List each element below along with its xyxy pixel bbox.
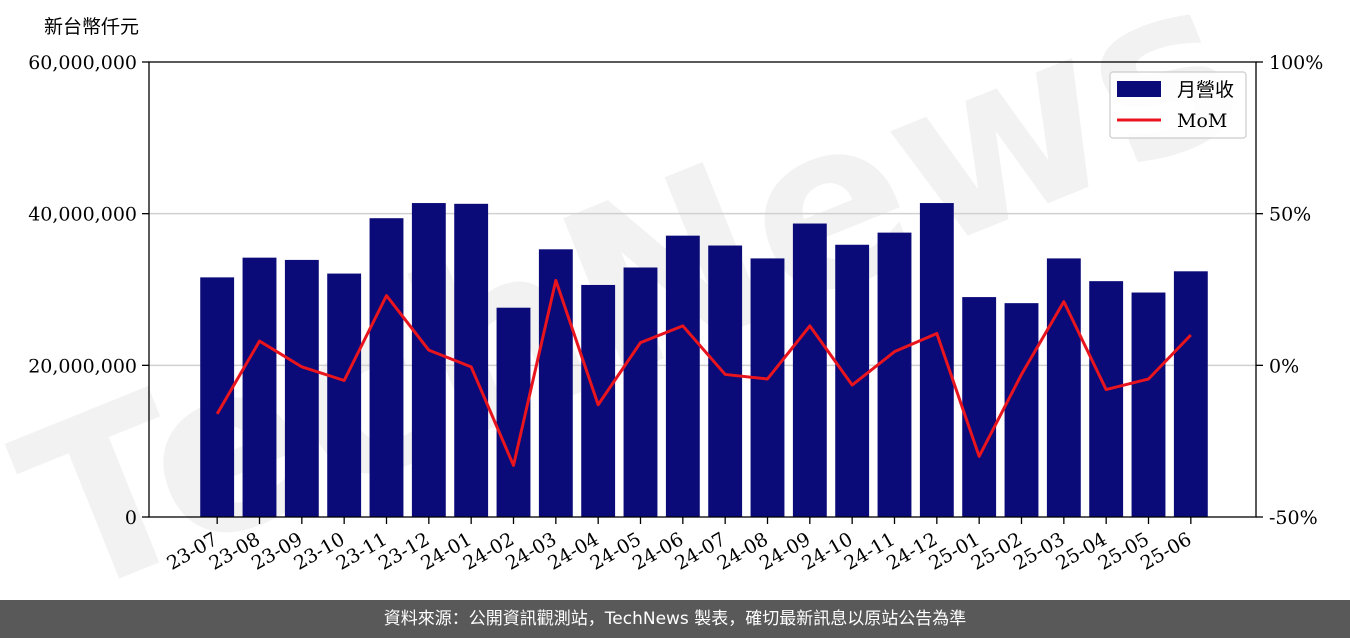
y-right-tick-label: 100% [1269, 52, 1323, 74]
y-right-tick-label: 50% [1269, 204, 1311, 226]
legend: 月營收 MoM [1109, 71, 1247, 139]
bar-23-07 [200, 277, 235, 517]
bar-23-09 [284, 259, 319, 517]
bar-24-07 [708, 245, 743, 517]
bar-25-03 [1046, 258, 1081, 517]
bar-23-11 [369, 218, 404, 517]
bar-24-03 [538, 249, 573, 517]
y-left-tick-label: 0 [125, 507, 137, 529]
y-right-tick-label: 0% [1269, 355, 1299, 377]
mom-line [215, 278, 1192, 467]
bar-23-08 [242, 257, 277, 517]
legend-swatch-revenue [1117, 81, 1161, 97]
bar-23-10 [327, 273, 362, 517]
y-unit-label: 新台幣仟元 [44, 16, 139, 38]
bar-25-05 [1131, 292, 1166, 517]
bar-series [200, 203, 1208, 518]
source-footer: 資料來源：公開資訊觀測站，TechNews 製表，確切最新訊息以原站公告為準 [0, 600, 1350, 638]
legend-label-mom: MoM [1177, 110, 1227, 132]
y-right-tick-label: -50% [1269, 507, 1318, 529]
mom-line-series [215, 278, 1192, 467]
revenue-chart: TechNews 020,000,00040,000,00060,000,000… [0, 0, 1323, 600]
bar-24-12 [919, 203, 954, 518]
bar-24-09 [792, 223, 827, 517]
y-left-tick-label: 20,000,000 [28, 355, 137, 377]
bar-25-04 [1089, 281, 1124, 517]
bar-24-11 [877, 232, 912, 517]
bar-25-01 [962, 297, 997, 517]
bar-24-06 [665, 235, 700, 518]
y-left-tick-label: 60,000,000 [28, 52, 137, 74]
bar-24-08 [750, 258, 785, 517]
bar-24-05 [623, 267, 658, 517]
bar-25-02 [1004, 303, 1039, 517]
plot-frame [148, 61, 1257, 518]
bar-25-06 [1173, 271, 1208, 517]
bar-23-12 [411, 203, 446, 518]
y-left-tick-label: 40,000,000 [28, 204, 137, 226]
bar-24-10 [835, 244, 870, 517]
bar-24-01 [454, 203, 489, 517]
legend-label-revenue: 月營收 [1177, 79, 1234, 101]
